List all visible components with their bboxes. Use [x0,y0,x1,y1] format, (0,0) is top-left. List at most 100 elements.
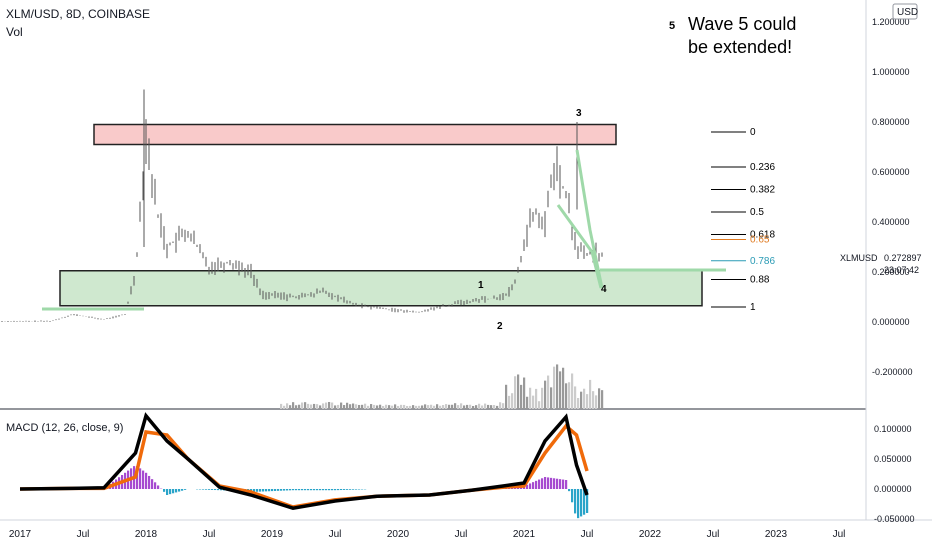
volume-bar [532,395,535,409]
volume-bar [388,405,391,409]
macd-hist-bar [166,489,169,495]
macd-hist-bar [307,489,310,491]
volume-bar [451,404,454,409]
macd-tick-label: -0.050000 [874,514,915,524]
price-tick-label: 0.200000 [872,267,910,277]
macd-hist-bar [553,478,556,489]
macd-hist-bar [577,489,580,519]
currency-badge[interactable] [892,3,918,20]
macd-hist-bar [340,489,343,491]
volume-bar [400,404,403,409]
time-tick-label: 2021 [513,529,536,540]
macd-hist-bar [580,489,583,517]
macd-hist-bar [319,489,322,491]
price-tick-label: 1.200000 [872,17,910,27]
volume-bar [427,405,430,409]
volume-bar [331,402,334,409]
macd-hist-bar [547,477,550,489]
macd-histogram [88,466,589,519]
macd-hist-bar [154,482,157,489]
macd-hist-bar [259,489,262,492]
volume-bar [334,405,337,409]
volume-bar [361,404,364,409]
volume-bar [574,386,577,409]
volume-bar [430,404,433,409]
macd-hist-bar [322,489,325,491]
volume-bar [445,404,448,409]
macd-label: MACD (12, 26, close, 9) [6,422,123,434]
price-axis[interactable]: 1.200000 1.000000 0.800000 0.600000 0.400000… [872,17,913,377]
volume-bar [301,402,304,409]
countdown-label: 23:07:42 [884,265,919,275]
macd-tick-label: 0.000000 [874,484,912,494]
macd-axis[interactable]: 0.100000 0.050000 0.000000 -0.050000 [874,424,915,524]
macd-hist-bar [331,489,334,491]
macd-line [19,412,589,510]
wave-line-b [575,149,604,289]
volume-bar [535,388,538,409]
volume-bar [454,403,457,409]
macd-hist-bar [556,478,559,489]
volume-bar [310,404,313,409]
macd-hist-bar [529,483,532,489]
volume-bar [583,388,586,409]
volume-bar [553,366,556,409]
volume-bar [490,405,493,409]
macd-hist-bar [337,489,340,491]
macd-hist-bar [343,489,346,490]
current-symbol-label: XLMUSD [840,253,878,263]
current-price-label: 0.272897 [884,253,922,263]
macd-hist-bar [151,479,154,489]
macd-hist-bar [586,489,589,513]
resistance-zone[interactable] [93,123,617,146]
price-tick-label: 0.600000 [872,167,910,177]
macd-hist-bar [310,489,313,491]
volume-bar [295,405,298,409]
volume-bar [349,404,352,409]
currency-badge-label: USD [897,7,918,18]
macd-hist-bar [256,489,259,492]
time-tick-label: 2023 [765,529,788,540]
macd-hist-bar [544,477,547,489]
macd-hist-bar [163,489,166,492]
volume-bar [391,405,394,409]
volume-bar [403,404,406,409]
time-axis[interactable]: 2017 Jul 2018 Jul 2019 Jul 2020 Jul 2021 Jul 2022 J… [9,529,846,540]
volume-bar [601,390,604,409]
volume-bar [571,373,574,409]
volume-bar [502,403,505,409]
volume-bar [538,401,541,409]
volume-bar [307,403,310,409]
macd-hist-bar [184,489,187,490]
fib-label: 1 [750,302,756,313]
macd-hist-bar [181,489,184,491]
volume-bar [439,405,442,409]
support-zone[interactable] [59,270,703,307]
volume-bar [466,404,469,409]
fib-label: 0.618 [750,230,775,241]
time-tick-label: Jul [707,529,720,540]
fib-label: 0.5 [750,207,764,218]
macd-hist-bar [148,475,151,489]
volume-bar [586,394,589,409]
macd-hist-bar [286,489,289,491]
macd-hist-bar [295,489,298,491]
macd-hist-bar [574,489,577,514]
volume-bar [595,395,598,409]
volume-bar [370,404,373,409]
macd-hist-bar [325,489,328,491]
volume-bar [505,384,508,409]
volume-bar [352,403,355,409]
macd-hist-bar [142,470,145,489]
macd-hist-bar [217,489,220,491]
volume-bar [484,403,487,409]
volume-bar [409,405,412,409]
fib-label: 0.65 [750,235,770,246]
volume-bar [298,404,301,409]
volume-bar [355,404,358,409]
volume-bar [379,404,382,409]
volume-bar [448,404,451,409]
macd-hist-bar [535,480,538,489]
